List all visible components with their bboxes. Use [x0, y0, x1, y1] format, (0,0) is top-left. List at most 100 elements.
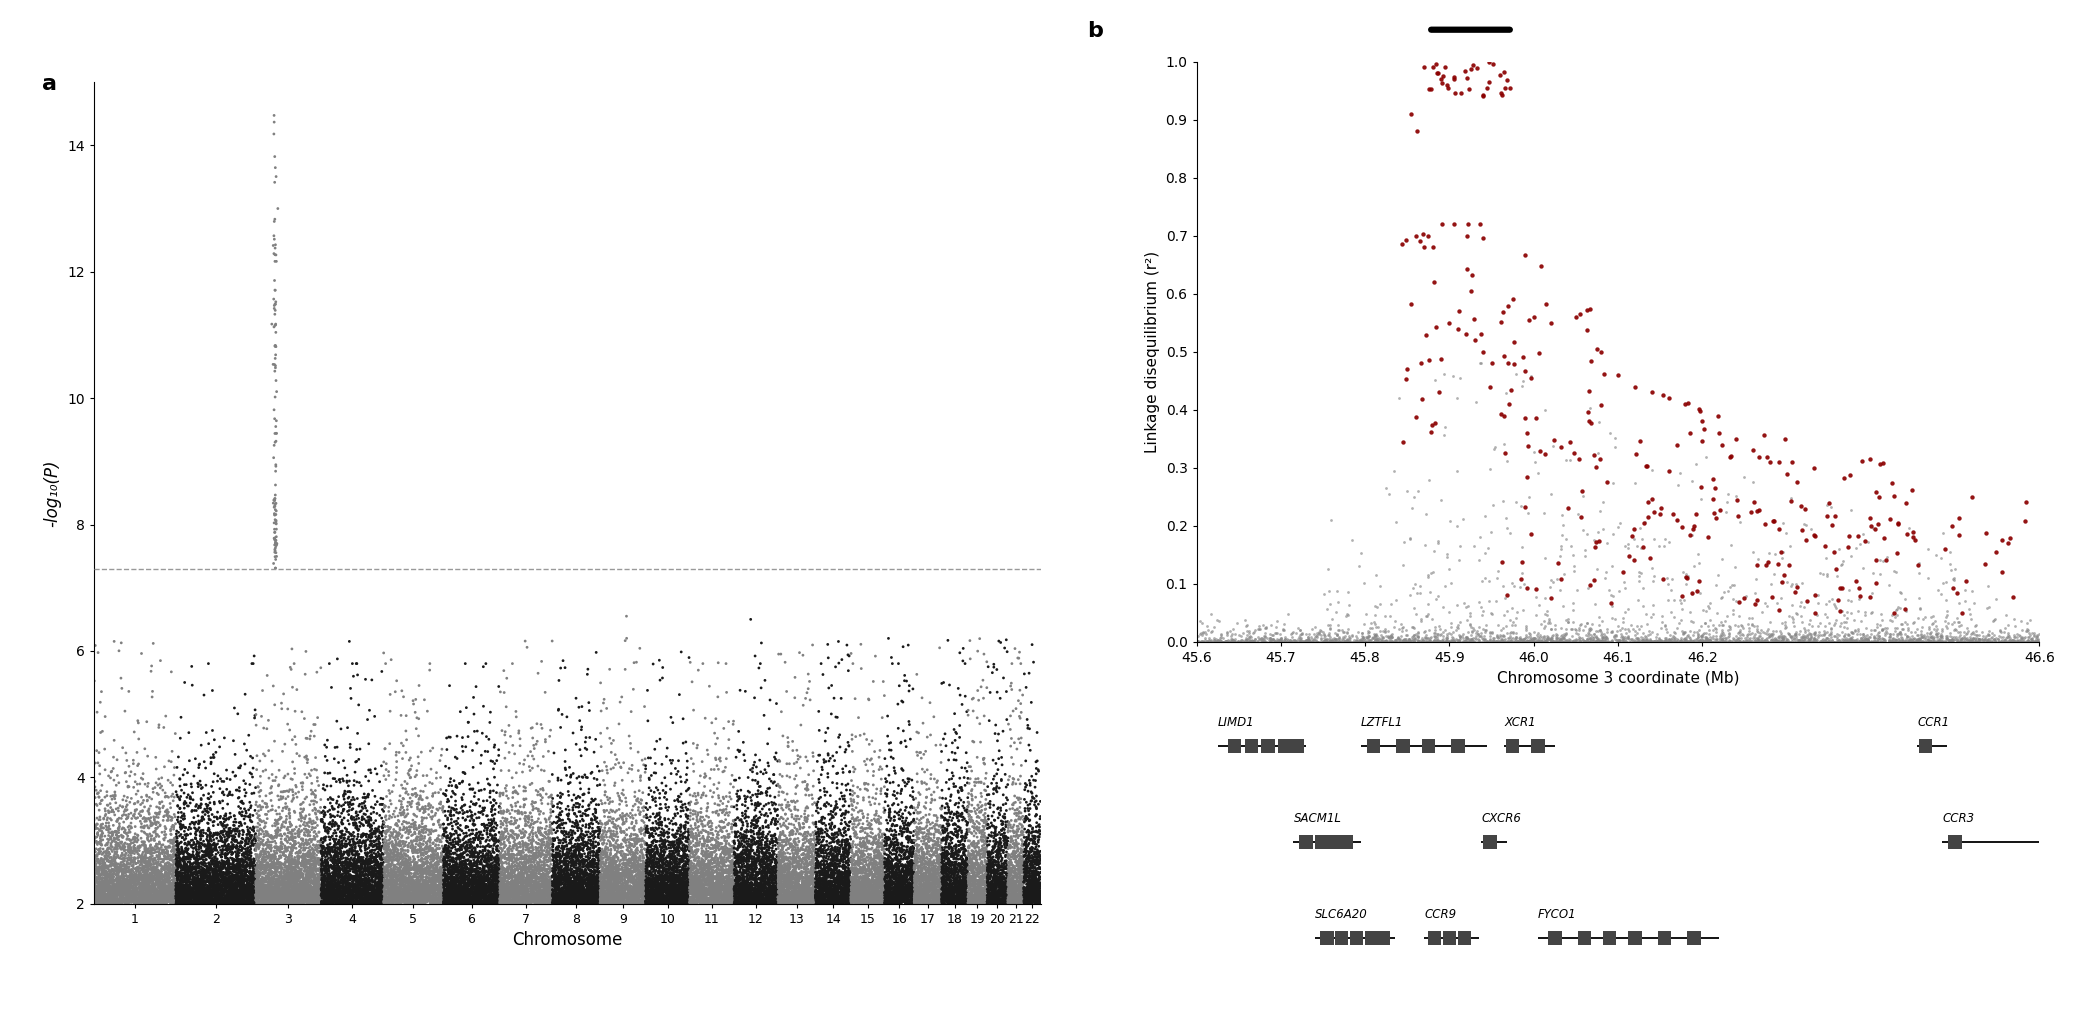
Point [897, 878, 930, 895]
Point [899, 879, 932, 896]
Point [837, 809, 870, 826]
Point [1311, 626, 1344, 643]
Point [1480, 633, 1513, 649]
Point [260, 325, 293, 341]
Point [782, 879, 816, 896]
Point [926, 874, 959, 890]
Point [85, 895, 119, 911]
Point [743, 871, 776, 887]
Point [1217, 632, 1251, 648]
Point [331, 865, 364, 881]
Point [693, 885, 726, 902]
Point [662, 832, 695, 848]
Point [631, 873, 664, 889]
Point [449, 738, 483, 755]
Point [914, 887, 947, 904]
Point [726, 888, 760, 905]
Point [970, 863, 1003, 879]
Point [293, 868, 327, 884]
Point [337, 858, 370, 874]
Point [797, 886, 830, 903]
Point [878, 895, 911, 911]
Point [487, 834, 520, 850]
Point [531, 892, 564, 909]
Point [345, 882, 379, 899]
Point [506, 857, 539, 873]
Point [449, 893, 483, 910]
Point [433, 773, 466, 790]
Point [545, 866, 579, 882]
Point [803, 848, 837, 865]
Point [810, 891, 843, 908]
Point [714, 890, 747, 907]
Point [666, 847, 699, 864]
Point [826, 895, 859, 911]
Point [194, 888, 227, 905]
Point [454, 882, 487, 899]
Point [368, 885, 402, 902]
Point [980, 886, 1013, 903]
Point [119, 871, 152, 887]
Point [275, 826, 308, 842]
Point [1906, 630, 1939, 646]
Point [822, 880, 855, 897]
Point [576, 892, 610, 909]
Point [849, 884, 882, 901]
Point [445, 878, 479, 895]
Point [687, 889, 720, 906]
Point [146, 839, 179, 855]
Point [429, 858, 462, 874]
Point [92, 831, 125, 847]
Point [926, 832, 959, 848]
Point [832, 860, 866, 876]
Point [96, 825, 129, 841]
Point [227, 887, 260, 904]
Point [219, 864, 252, 880]
Point [441, 860, 474, 876]
Point [993, 881, 1026, 898]
Point [416, 871, 449, 887]
Point [279, 876, 312, 892]
Point [293, 855, 327, 872]
Point [449, 892, 483, 909]
Point [993, 865, 1026, 881]
Point [104, 880, 137, 897]
Point [522, 820, 556, 836]
Point [916, 884, 949, 901]
Point [733, 896, 766, 912]
Point [310, 889, 343, 906]
Point [381, 892, 414, 909]
Point [880, 855, 914, 872]
Point [162, 887, 196, 904]
Point [666, 797, 699, 813]
Point [431, 873, 464, 889]
Point [893, 829, 926, 845]
Point [714, 872, 747, 888]
Point [897, 874, 930, 890]
Point [223, 870, 256, 886]
Point [986, 870, 1020, 886]
Point [560, 895, 593, 911]
Point [200, 870, 233, 886]
Point [830, 847, 864, 864]
Point [695, 822, 728, 838]
Point [1369, 634, 1403, 650]
Point [1858, 630, 1892, 646]
Point [755, 872, 789, 888]
Point [645, 832, 678, 848]
Point [266, 744, 300, 760]
Point [664, 877, 697, 893]
Point [429, 886, 462, 903]
Point [285, 879, 318, 896]
Point [481, 882, 514, 899]
Point [1488, 64, 1521, 80]
Point [493, 891, 526, 908]
Point [749, 850, 782, 867]
Point [350, 882, 383, 899]
Point [327, 753, 360, 769]
Point [214, 860, 248, 876]
Point [768, 888, 801, 905]
Point [185, 862, 219, 878]
Point [298, 875, 331, 891]
Point [1530, 630, 1563, 646]
